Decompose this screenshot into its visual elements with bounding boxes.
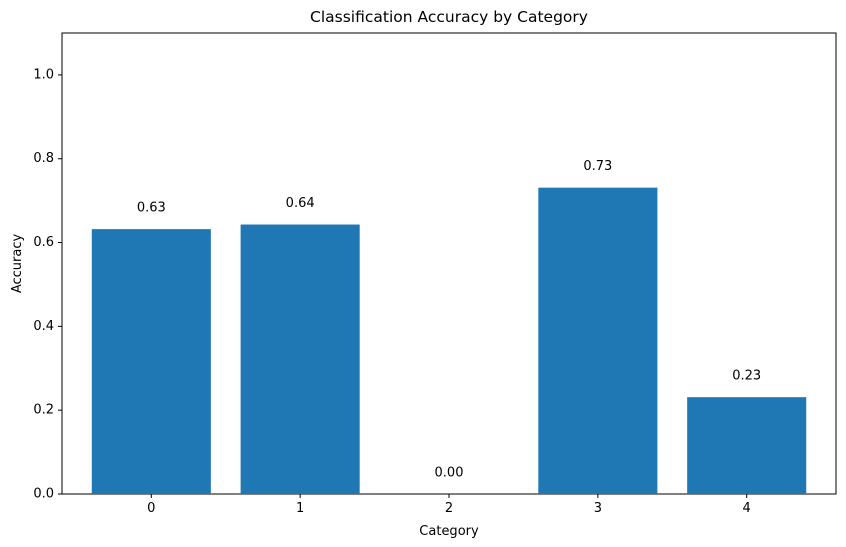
- bar-4: [687, 397, 807, 494]
- data-label-1: 0.64: [286, 196, 315, 211]
- bars-group: [91, 187, 807, 495]
- x-tick-label-1: 1: [296, 501, 304, 516]
- y-tick-label: 0.6: [33, 235, 54, 250]
- x-axis-ticks: 0 1 2 3 4: [147, 494, 751, 516]
- y-tick-label: 0.0: [33, 487, 54, 502]
- y-tick-label: 0.4: [33, 319, 54, 334]
- y-axis-label: Accuracy: [10, 234, 25, 294]
- y-tick-label: 1.0: [33, 67, 54, 82]
- data-label-0: 0.63: [137, 201, 166, 216]
- x-tick-label-0: 0: [147, 501, 155, 516]
- y-tick-label: 0.8: [33, 151, 54, 166]
- bar-3: [538, 187, 658, 495]
- data-label-3: 0.73: [583, 159, 612, 174]
- data-labels-group: 0.63 0.64 0.00 0.73 0.23: [137, 159, 761, 480]
- x-tick-label-3: 3: [594, 501, 602, 516]
- x-tick-label-2: 2: [445, 501, 453, 516]
- x-axis-label: Category: [419, 524, 479, 539]
- x-tick-label-4: 4: [743, 501, 751, 516]
- bar-0: [91, 229, 211, 494]
- bar-1: [240, 224, 360, 495]
- chart-title: Classification Accuracy by Category: [310, 8, 588, 26]
- y-tick-label: 0.2: [33, 403, 54, 418]
- data-label-2: 0.00: [435, 466, 464, 481]
- data-label-4: 0.23: [732, 369, 761, 384]
- y-axis-ticks: 0.0 0.2 0.4 0.6 0.8 1.0: [33, 67, 62, 502]
